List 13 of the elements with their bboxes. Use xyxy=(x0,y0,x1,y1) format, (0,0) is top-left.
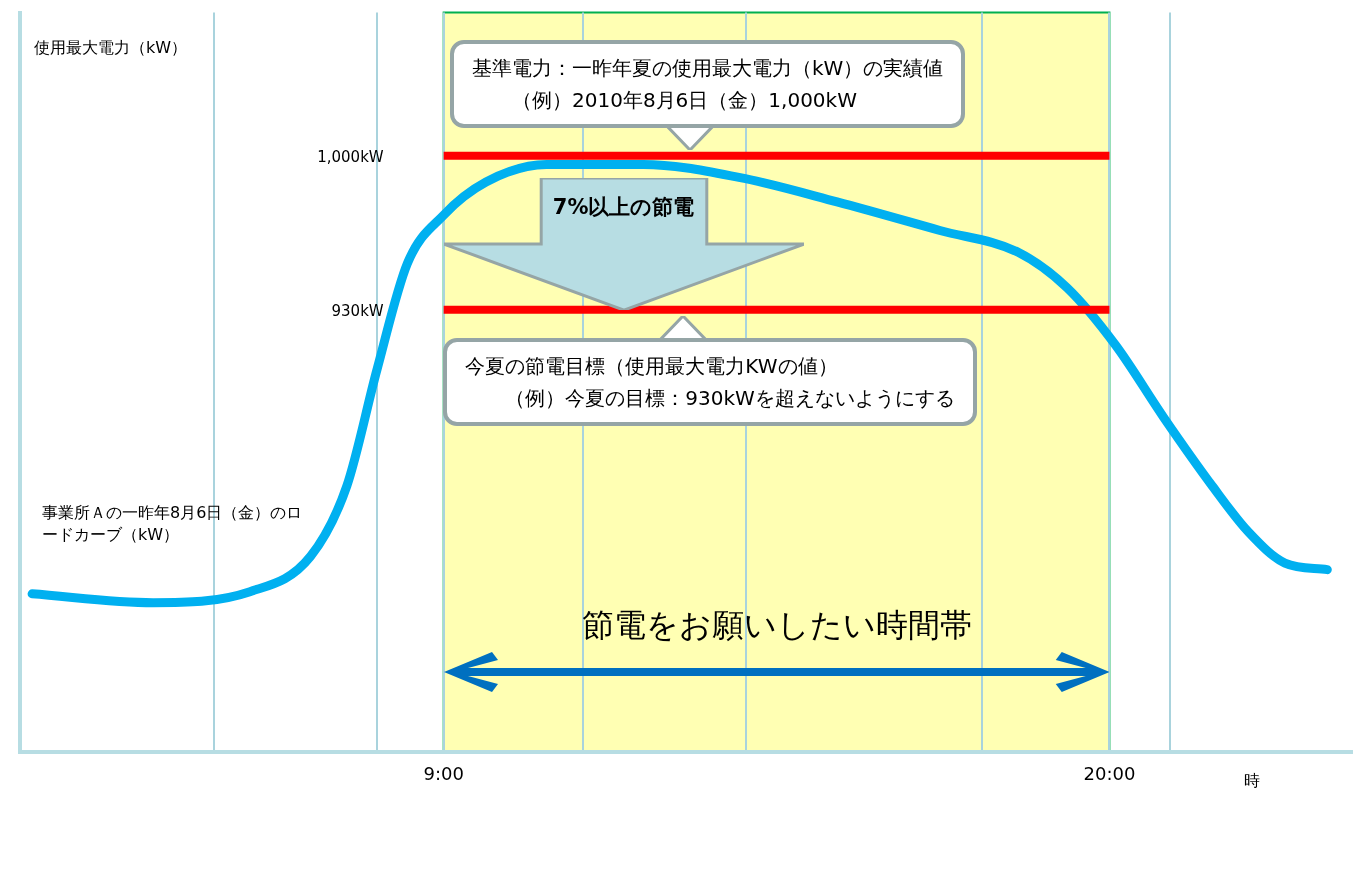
band-label: 節電をお願いしたい時間帯 xyxy=(580,605,973,647)
y-tick-label: 930kW xyxy=(331,301,384,320)
annotation: （例）2010年8月6日（金）1,000kW xyxy=(511,86,858,114)
x-axis-title: 時 xyxy=(1243,771,1260,791)
annotation: 7%以上の節電 xyxy=(551,193,696,221)
series-label: 事業所Ａの一昨年8月6日（金）のロードカーブ（kW） xyxy=(42,501,304,546)
annotation: （例）今夏の目標：930kWを超えないようにする xyxy=(504,384,955,412)
annotation: 基準電力：一昨年夏の使用最大電力（kW）の実績値 xyxy=(471,54,944,82)
y-tick-label: 1,000kW xyxy=(317,147,384,166)
y-axis-title: 使用最大電力（kW） xyxy=(34,37,188,57)
x-tick-label: 20:00 xyxy=(1083,762,1136,784)
annotation: 今夏の節電目標（使用最大電力KWの値） xyxy=(465,352,839,380)
x-tick-label: 9:00 xyxy=(423,762,464,784)
